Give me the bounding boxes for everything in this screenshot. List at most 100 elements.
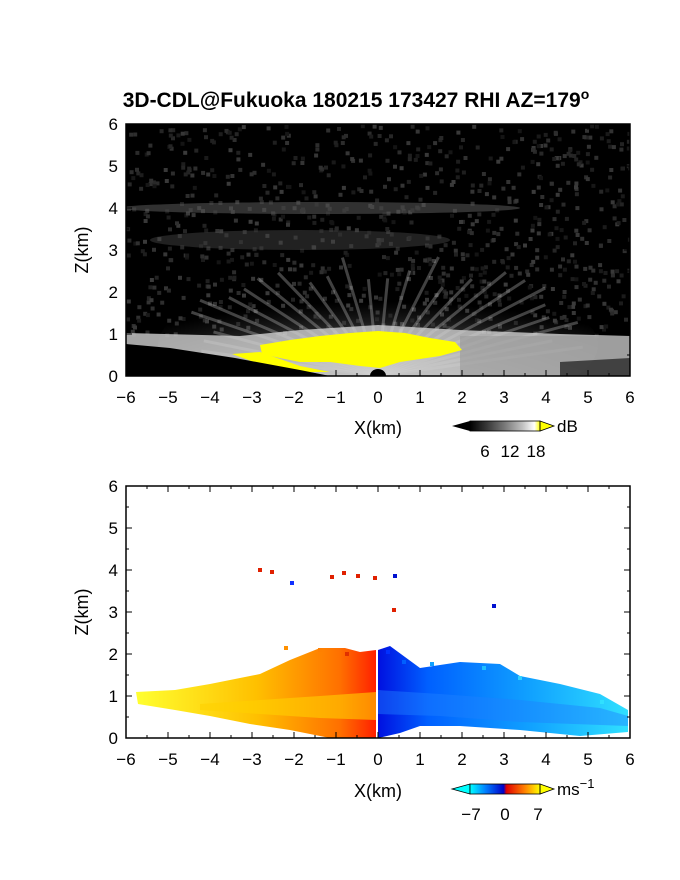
noise-pixel: [312, 214, 317, 219]
noise-pixel: [602, 327, 606, 332]
noise-pixel: [491, 212, 496, 217]
noise-pixel: [395, 267, 400, 272]
noise-pixel: [571, 301, 576, 306]
noise-pixel: [457, 226, 462, 231]
noise-pixel: [404, 195, 409, 200]
noise-pixel: [311, 263, 316, 268]
noise-pixel: [210, 138, 215, 143]
noise-pixel: [561, 257, 565, 262]
noise-pixel: [170, 184, 175, 189]
noise-pixel: [190, 173, 195, 178]
noise-pixel: [500, 259, 505, 263]
noise-pixel: [591, 268, 596, 273]
noise-pixel: [504, 247, 509, 252]
noise-pixel: [212, 174, 217, 178]
noise-pixel: [400, 183, 405, 188]
noise-pixel: [236, 150, 241, 155]
noise-pixel: [169, 146, 174, 151]
noise-pixel: [425, 243, 429, 248]
faint-layer-3km: [150, 230, 450, 250]
noise-pixel: [543, 132, 548, 137]
noise-pixel: [393, 187, 398, 192]
noise-pixel: [602, 278, 607, 283]
noise-pixel: [157, 237, 162, 242]
noise-pixel: [419, 173, 424, 178]
noise-pixel: [550, 287, 555, 291]
noise-pixel: [130, 329, 135, 334]
ylabel-reflectivity: Z(km): [72, 227, 92, 274]
noise-pixel: [183, 229, 187, 234]
noise-pixel: [225, 174, 230, 179]
noise-pixel: [501, 186, 506, 191]
noise-pixel: [608, 144, 613, 149]
noise-pixel: [590, 124, 595, 129]
noise-pixel: [238, 167, 243, 172]
noise-pixel: [588, 265, 593, 270]
noise-pixel: [382, 212, 387, 217]
noise-pixel: [241, 125, 246, 130]
noise-pixel: [242, 230, 247, 235]
noise-pixel: [235, 200, 240, 205]
noise-pixel: [561, 202, 566, 207]
ytick-label: 3: [109, 241, 118, 260]
noise-pixel: [475, 145, 480, 150]
noise-pixel: [574, 157, 579, 162]
noise-pixel: [598, 269, 603, 274]
noise-pixel: [185, 194, 190, 198]
noise-pixel: [507, 196, 512, 201]
noise-pixel: [236, 157, 241, 162]
noise-pixel: [531, 147, 535, 152]
noise-pixel: [574, 277, 579, 282]
noise-pixel: [449, 266, 454, 271]
noise-pixel: [539, 176, 543, 181]
noise-pixel: [232, 275, 237, 280]
velocity-speck: [600, 700, 604, 704]
noise-pixel: [582, 135, 587, 140]
noise-pixel: [272, 140, 277, 145]
noise-pixel: [375, 198, 380, 203]
noise-pixel: [557, 137, 562, 142]
xtick-label: 5: [583, 388, 592, 407]
noise-pixel: [349, 244, 354, 249]
noise-pixel: [514, 265, 519, 270]
noise-pixel: [259, 200, 264, 205]
noise-pixel: [470, 201, 475, 206]
noise-pixel: [435, 171, 440, 176]
noise-pixel: [369, 134, 374, 139]
noise-pixel: [359, 189, 364, 193]
noise-pixel: [170, 171, 175, 176]
noise-pixel: [560, 161, 565, 166]
noise-pixel: [227, 130, 232, 135]
noise-pixel: [226, 181, 231, 186]
colorbar-ramp-v: [470, 784, 540, 794]
noise-pixel: [206, 172, 211, 177]
noise-pixel: [246, 252, 251, 257]
noise-pixel: [280, 253, 285, 258]
noise-pixel: [379, 214, 384, 219]
noise-pixel: [574, 285, 579, 290]
noise-pixel: [607, 284, 611, 289]
noise-pixel: [399, 166, 404, 171]
noise-pixel: [367, 168, 372, 173]
noise-pixel: [619, 273, 624, 278]
noise-pixel: [461, 170, 466, 175]
noise-pixel: [530, 223, 535, 228]
noise-pixel: [608, 175, 613, 180]
noise-pixel: [287, 185, 292, 189]
noise-pixel: [575, 233, 580, 237]
noise-pixel: [425, 236, 430, 241]
noise-pixel: [202, 223, 207, 228]
noise-pixel: [537, 222, 542, 227]
noise-pixel: [127, 182, 132, 187]
noise-pixel: [515, 231, 520, 236]
noise-pixel: [340, 141, 345, 145]
noise-pixel: [531, 189, 536, 194]
noise-pixel: [346, 226, 351, 231]
ytick-label: 5: [109, 519, 118, 538]
noise-pixel: [517, 129, 522, 134]
velocity-speck: [284, 646, 288, 650]
noise-pixel: [612, 204, 617, 209]
noise-pixel: [456, 159, 461, 164]
noise-pixel: [523, 243, 527, 248]
noise-pixel: [572, 154, 577, 158]
